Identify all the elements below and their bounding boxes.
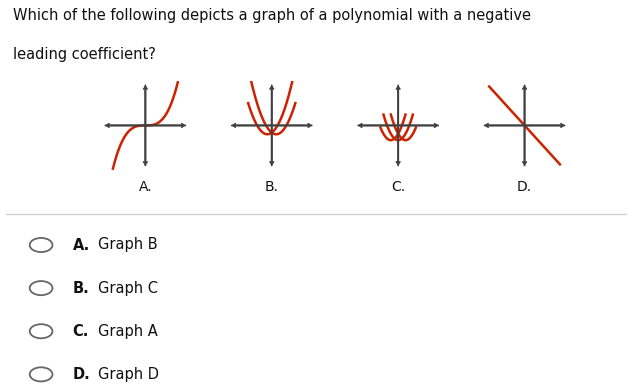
Text: Graph C: Graph C (98, 281, 158, 296)
Text: B.: B. (265, 180, 279, 194)
Text: Which of the following depicts a graph of a polynomial with a negative: Which of the following depicts a graph o… (13, 8, 531, 23)
Text: Graph A: Graph A (98, 324, 158, 339)
Text: D.: D. (73, 367, 90, 382)
Text: B.: B. (73, 281, 90, 296)
Text: C.: C. (391, 180, 405, 194)
Text: leading coefficient?: leading coefficient? (13, 47, 155, 62)
Text: Graph D: Graph D (98, 367, 159, 382)
Text: Graph B: Graph B (98, 238, 157, 252)
Text: D.: D. (517, 180, 532, 194)
Text: C.: C. (73, 324, 89, 339)
Text: A.: A. (138, 180, 152, 194)
Text: A.: A. (73, 238, 90, 252)
